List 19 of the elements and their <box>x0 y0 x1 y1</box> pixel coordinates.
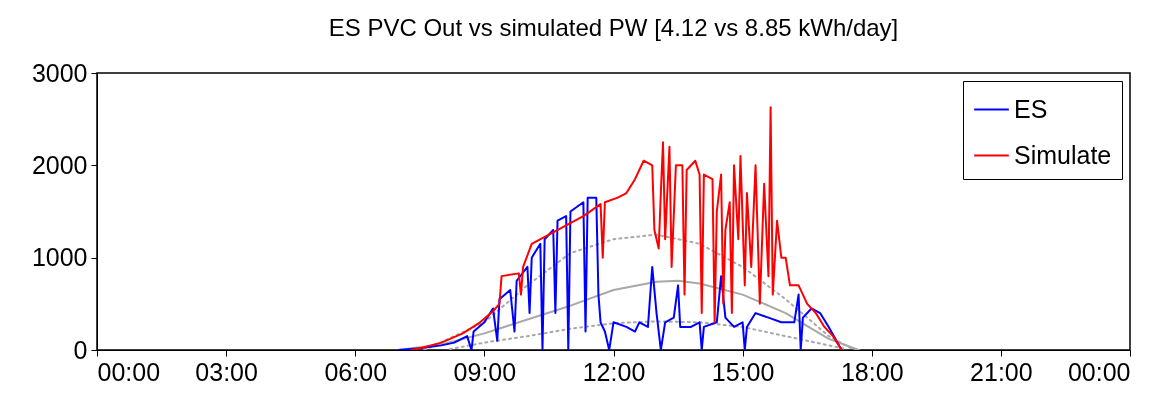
y-tick-label: 0 <box>73 335 88 364</box>
x-tick-label: 03:00 <box>195 357 258 386</box>
line-series <box>397 196 843 350</box>
x-tick-label: 09:00 <box>453 357 517 386</box>
chart-title: ES PVC Out vs simulated PW [4.12 vs 8.85 kWh/day] <box>328 14 899 41</box>
x-tick-label: 18:00 <box>840 357 904 386</box>
x-tick-label: 06:00 <box>324 357 388 386</box>
x-tick-label: 00:00 <box>1067 357 1131 386</box>
y-tick-label: 3000 <box>31 58 88 87</box>
legend-label: Simulate <box>1014 140 1112 169</box>
line-series <box>410 106 843 350</box>
x-tick-label: 15:00 <box>711 357 775 386</box>
x-tick-label: 12:00 <box>582 357 646 386</box>
line-series <box>448 320 847 350</box>
x-tick-label: 00:00 <box>97 357 161 386</box>
legend-label: ES <box>1014 94 1048 123</box>
y-tick-label: 1000 <box>31 243 88 272</box>
y-tick-label: 2000 <box>31 150 88 179</box>
x-tick-label: 21:00 <box>970 357 1033 386</box>
